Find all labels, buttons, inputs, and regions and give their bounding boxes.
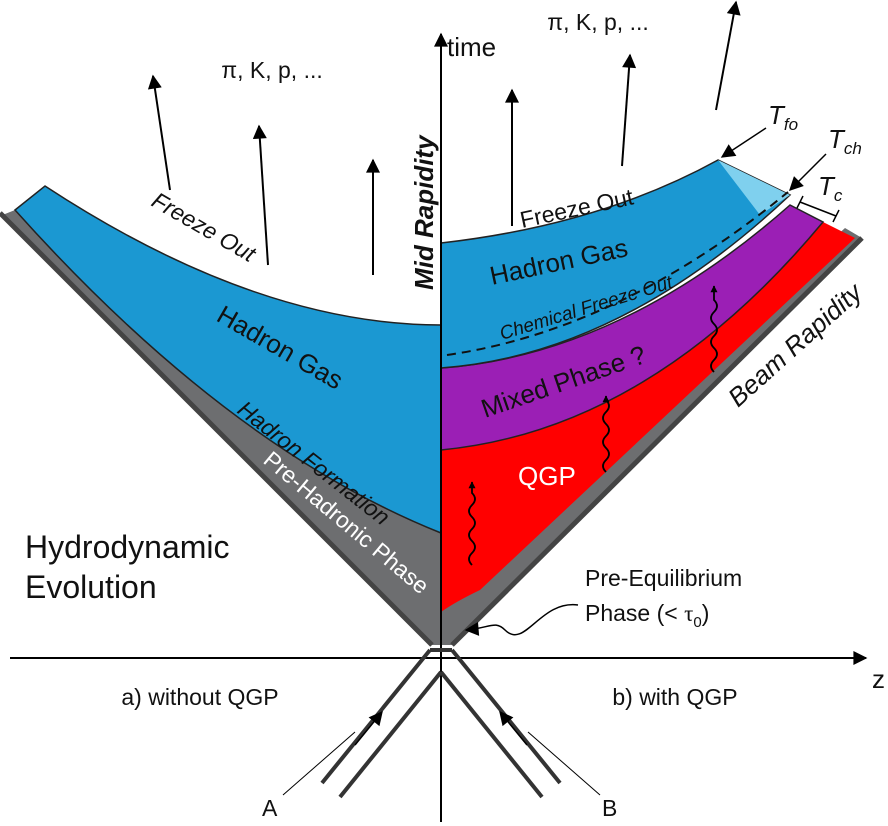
pointer bbox=[720, 127, 767, 158]
freeze-out-gap bbox=[718, 160, 790, 215]
subscript: fo bbox=[784, 115, 798, 134]
pre-equilibrium-region bbox=[441, 228, 862, 645]
light-cone bbox=[0, 211, 434, 647]
arrow bbox=[252, 124, 269, 266]
pre-equilibrium-label: Phase (< τ0) bbox=[585, 600, 709, 631]
particles-label: π, K, p, ... bbox=[547, 9, 649, 35]
beam-arrow bbox=[499, 710, 528, 746]
wavy-arrows bbox=[468, 285, 718, 566]
caption: a) without QGP bbox=[121, 684, 278, 710]
beam-label: B bbox=[602, 795, 617, 821]
bracket-tick bbox=[796, 195, 804, 209]
time-label: time bbox=[447, 32, 496, 62]
beam-label: A bbox=[262, 795, 278, 821]
subscript: ch bbox=[844, 139, 862, 158]
symbol: T bbox=[828, 124, 846, 154]
beam-line bbox=[439, 670, 544, 799]
mixed-phase-region bbox=[440, 204, 825, 451]
tc-bracket bbox=[796, 195, 840, 223]
callout bbox=[464, 604, 579, 636]
callout bbox=[527, 731, 601, 796]
temperature-label: Tch bbox=[828, 124, 862, 158]
temperature-label: Tc bbox=[818, 171, 843, 205]
temperature-label: Tfo bbox=[768, 100, 798, 134]
bracket-line bbox=[799, 201, 837, 217]
beam-line bbox=[450, 648, 562, 785]
mid-rapidity-label: Mid Rapidity bbox=[409, 134, 439, 290]
wavy-arrow bbox=[602, 395, 610, 473]
subscript: c bbox=[834, 186, 843, 205]
pre-equilibrium-label: Pre-Equilibrium bbox=[585, 565, 742, 591]
tau-symbol: τ bbox=[684, 601, 693, 626]
pre-hadronic-region bbox=[0, 210, 441, 645]
arrow bbox=[621, 53, 637, 167]
pointer bbox=[789, 153, 827, 191]
beam-line bbox=[320, 648, 432, 785]
hydro-title: Hydrodynamic bbox=[25, 529, 230, 565]
beam-arrow bbox=[354, 710, 383, 746]
bracket-tick bbox=[832, 209, 840, 223]
qgp-label: QGP bbox=[518, 461, 576, 491]
text-part: Phase (< bbox=[585, 600, 684, 626]
chemical-freeze-out-line bbox=[446, 191, 789, 356]
light-cone bbox=[450, 236, 864, 647]
particle-arrows bbox=[147, 0, 741, 275]
z-label: z bbox=[872, 664, 885, 694]
wavy-arrow bbox=[468, 481, 476, 566]
callout bbox=[282, 731, 356, 796]
caption: b) with QGP bbox=[612, 684, 737, 710]
hadron-gas-region bbox=[440, 159, 792, 369]
particles-label: π, K, p, ... bbox=[221, 57, 323, 83]
wavy-arrow bbox=[710, 285, 718, 373]
hydro-title: Evolution bbox=[25, 569, 157, 605]
arrow bbox=[147, 74, 171, 191]
symbol: T bbox=[818, 171, 836, 201]
arrow bbox=[715, 0, 741, 111]
qgp-region bbox=[441, 222, 855, 612]
symbol: T bbox=[768, 100, 786, 130]
text-part: ) bbox=[702, 600, 710, 626]
beam-line bbox=[338, 670, 443, 799]
subscript: 0 bbox=[693, 614, 701, 631]
